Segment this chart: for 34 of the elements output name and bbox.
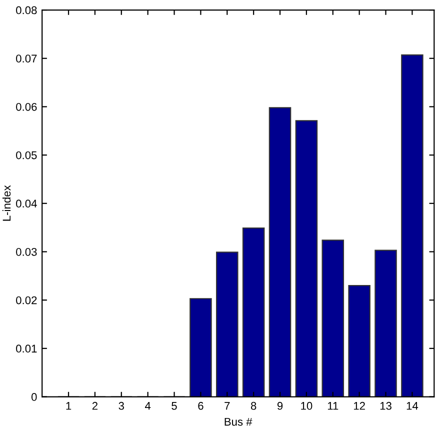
bar: [374, 250, 397, 397]
x-tick-label: 1: [66, 402, 72, 410]
bar: [322, 240, 344, 397]
y-tick-label: 0.08: [16, 6, 37, 14]
bar: [216, 252, 238, 397]
x-tick-label: 9: [277, 402, 283, 410]
y-tick-label: 0.03: [16, 248, 37, 256]
x-tick-label: 14: [406, 402, 418, 410]
y-tick-label: 0.06: [16, 102, 37, 111]
x-tick-label: 4: [144, 402, 151, 410]
x-tick-label: 11: [328, 402, 338, 410]
y-tick-label: 0.02: [16, 296, 37, 304]
bar: [401, 54, 424, 397]
x-tick-label: 13: [380, 402, 392, 410]
x-tick-label: 10: [301, 402, 312, 410]
bar: [190, 298, 212, 397]
x-tick-label: 3: [118, 402, 124, 410]
x-tick-label: 8: [250, 402, 256, 410]
x-axis-title: Bus #: [224, 418, 252, 426]
y-tick-label: 0: [31, 393, 37, 401]
x-tick-label: 7: [224, 402, 230, 410]
bar: [242, 227, 265, 397]
x-tick-label: 2: [92, 402, 98, 410]
bar: [295, 120, 318, 397]
x-tick-label: 12: [354, 402, 365, 410]
bar: [268, 107, 292, 397]
y-tick-label: 0.07: [16, 54, 37, 63]
y-axis-title: L-index: [2, 185, 11, 221]
x-tick-label: 5: [172, 402, 177, 410]
y-tick-label: 0.04: [16, 200, 37, 208]
bar: [348, 285, 370, 397]
y-tick-label: 0.05: [16, 151, 37, 160]
x-tick-label: 6: [198, 402, 204, 410]
y-tick-label: 0.01: [16, 344, 37, 353]
